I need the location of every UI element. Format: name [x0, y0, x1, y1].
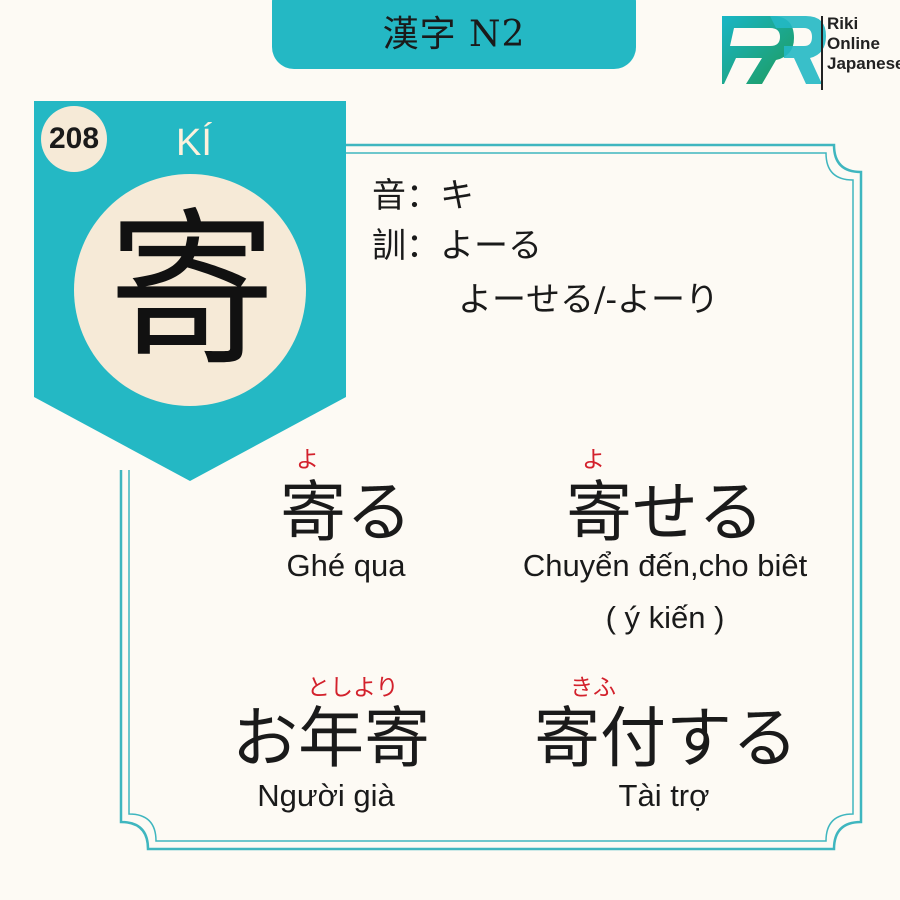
logo-line-1: Riki	[827, 14, 859, 33]
vocab-4-meaning: Tài trợ	[618, 778, 710, 813]
logo-line-3: Japanese	[827, 54, 900, 73]
main-kanji: 寄	[108, 193, 276, 389]
kun-reading-row: 訓：よーる	[372, 218, 542, 267]
vocab-1-word: 寄る	[280, 474, 412, 551]
vocab-1-meaning: Ghé qua	[286, 548, 406, 583]
kun-reading-row-2: よーせる/-よーり	[458, 280, 719, 320]
vocab-1-furigana: よ	[296, 446, 319, 472]
riki-logo-icon	[722, 16, 826, 90]
logo-line-2: Online	[827, 34, 880, 53]
on-value: ：キ	[406, 176, 474, 216]
vocab-3-meaning: Người già	[257, 778, 395, 813]
header-tab: 漢字 N2	[272, 0, 636, 69]
on-label: 音	[372, 176, 406, 216]
logo-text: Riki Online Japanese	[827, 14, 900, 74]
vocab-4-furigana: きふ	[570, 674, 616, 700]
vocab-2-meaning-2: ( ý kiến )	[605, 600, 725, 635]
vocab-3-furigana: としより	[307, 674, 399, 700]
vocab-2-furigana: よ	[582, 446, 605, 472]
kun-label: 訓	[372, 226, 406, 266]
kun-value: ：よーる	[406, 226, 542, 266]
vocab-2-word: 寄せる	[566, 474, 764, 551]
vocab-4-word: 寄付する	[534, 700, 798, 777]
kanji-reading: KÍ	[176, 122, 212, 164]
kanji-number: 208	[48, 122, 100, 155]
header-title: 漢字 N2	[382, 14, 526, 55]
vocab-2-meaning: Chuyển đến,cho biêt	[522, 548, 808, 583]
vocab-3-word: お年寄	[232, 700, 430, 777]
on-reading-row: 音：キ	[372, 168, 474, 217]
